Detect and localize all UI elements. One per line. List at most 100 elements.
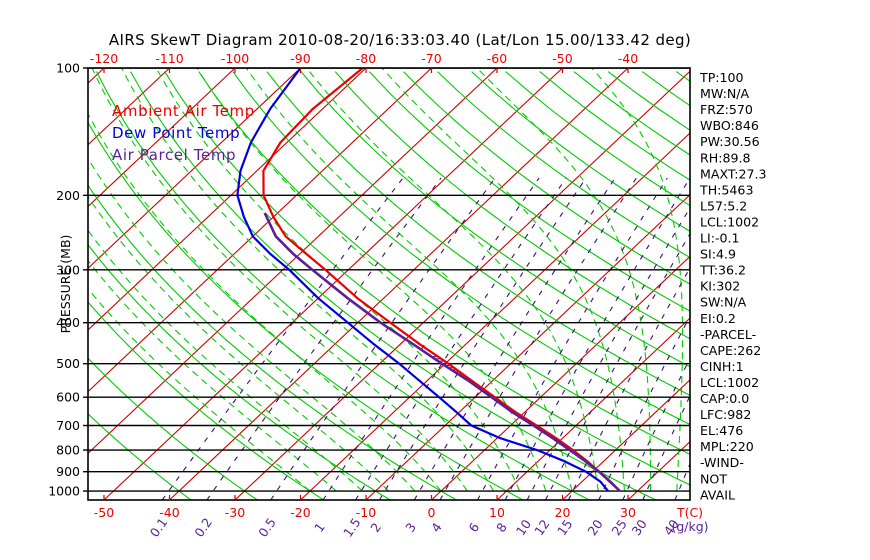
mixing-ratio-line <box>477 177 668 500</box>
dry-adiabat-line <box>368 71 690 312</box>
isotherm-line <box>169 68 629 500</box>
mixing-ratio-line <box>504 177 690 500</box>
mixing-ratio-label: 1 <box>311 520 328 535</box>
top-temp-label: -100 <box>221 51 249 66</box>
parameter-item-19: LCL:1002 <box>700 375 759 390</box>
top-temp-label: -70 <box>421 51 441 66</box>
parameter-item-11: SI:4.9 <box>700 247 736 262</box>
pressure-tick-label: 100 <box>56 61 80 76</box>
parameter-list: TP:100MW:N/AFRZ:570WBO:846PW:30.56RH:89.… <box>699 70 766 502</box>
mixing-ratio-label: 0.2 <box>191 515 215 540</box>
top-temp-label: -110 <box>155 51 183 66</box>
parameter-item-2: FRZ:570 <box>700 102 753 117</box>
isotherm-line <box>234 70 690 500</box>
parameter-item-8: L57:5.2 <box>700 198 747 213</box>
mixing-ratio-line <box>568 266 690 500</box>
curve-ambient-air-temp <box>262 68 621 492</box>
parameter-item-26: AVAIL <box>700 487 735 502</box>
parameter-item-20: CAP:0.0 <box>700 391 749 406</box>
legend-item-1: Dew Point Temp <box>112 124 240 142</box>
bottom-temp-label: 30 <box>620 505 636 520</box>
dry-adiabat-line <box>744 72 870 500</box>
top-temp-label: -120 <box>90 51 118 66</box>
mixing-ratio-label: 0.5 <box>255 515 279 540</box>
moist-adiabat-line <box>155 68 521 492</box>
sounding-curves <box>236 68 621 492</box>
dry-adiabat-line <box>300 71 690 368</box>
mixing-ratio-label: 20 <box>584 517 605 539</box>
top-temp-label: -40 <box>618 51 638 66</box>
dry-adiabat-line <box>88 357 258 500</box>
mixing-ratio-label: 8 <box>493 520 510 535</box>
bottom-temp-label: -10 <box>356 505 376 520</box>
parameter-item-21: LFC:982 <box>700 407 751 422</box>
pressure-tick-label: 500 <box>56 356 80 371</box>
temp-axis-title: T(C) <box>676 505 703 520</box>
mixing-ratio-line <box>622 357 690 500</box>
parameter-item-13: KI:302 <box>700 279 740 294</box>
mixing-ratio-label: 6 <box>465 520 482 535</box>
mixing-ratio-label: 3 <box>402 520 419 535</box>
parameter-item-17: CAPE:262 <box>700 343 761 358</box>
isotherm-line <box>88 68 498 455</box>
dry-adiabat-line <box>266 71 690 396</box>
parameter-item-24: -WIND- <box>700 455 744 470</box>
page-title: AIRS SkewT Diagram 2010-08-20/16:33:03.4… <box>108 31 692 49</box>
pressure-tick-label: 800 <box>56 443 80 458</box>
parameter-item-10: LI:-0.1 <box>700 231 740 246</box>
mixing-ratio-label: 10 <box>513 517 534 539</box>
isotherm-line <box>759 68 870 500</box>
pressure-tick-label: 600 <box>56 390 80 405</box>
y-axis-label: PRESSURE (MB) <box>58 235 73 334</box>
isotherm-line <box>88 68 432 393</box>
legend-item-0: Ambient Air Temp <box>112 102 255 120</box>
dry-adiabat-line <box>164 71 690 486</box>
mixing-ratio-line <box>526 206 690 500</box>
curve-air-parcel-temp <box>263 212 621 492</box>
moist-adiabat-line <box>88 288 311 492</box>
dry-adiabat-line <box>778 72 870 500</box>
moist-adiabat-line <box>476 68 652 491</box>
top-temp-axis: -120 -110 -100 -90 -80 -70 -60 -50 -40 <box>90 51 638 73</box>
pressure-tick-label: 1000 <box>48 484 80 499</box>
moist-adiabat-line <box>88 195 389 492</box>
pressure-tick-label: 700 <box>56 418 80 433</box>
bottom-temp-label: -50 <box>94 505 114 520</box>
parameter-item-25: NOT <box>700 471 727 486</box>
isotherm-line <box>562 379 690 500</box>
mixing-ratio-label: 12 <box>531 517 552 539</box>
bottom-temp-axis: -50 -40 -30 -20 -10 0 10 20 30 T(C) <box>94 495 703 520</box>
dry-adiabat-line <box>88 301 325 500</box>
parameter-item-9: LCL:1002 <box>700 214 759 229</box>
moist-adiabat-line <box>591 68 684 492</box>
dry-adiabat-line <box>88 121 524 500</box>
mixing-ratio-axis-title: (g/kg) <box>671 519 708 534</box>
mixing-ratio-line <box>439 177 637 500</box>
bottom-temp-label: 10 <box>489 505 505 520</box>
parameter-item-23: MPL:220 <box>700 439 754 454</box>
dry-adiabat-line <box>96 71 590 500</box>
pressure-tick-label: 900 <box>56 464 80 479</box>
parameter-item-12: TT:36.2 <box>699 263 746 278</box>
parameter-item-6: MAXT:27.3 <box>700 166 766 181</box>
parameter-item-5: RH:89.8 <box>700 150 751 165</box>
mixing-ratio-line <box>413 177 616 500</box>
dry-adiabat-line <box>334 71 690 340</box>
parameter-item-1: MW:N/A <box>700 86 749 101</box>
dry-adiabat-line <box>403 71 690 285</box>
plot-frame <box>87 67 691 501</box>
pressure-axis: 100 200 300 400 500 600 700 800 900 1000 <box>48 61 88 499</box>
mixing-ratio-label: 2 <box>367 520 384 535</box>
parameter-item-18: CINH:1 <box>700 359 744 374</box>
moist-adiabat-line <box>306 68 599 492</box>
parameter-item-0: TP:100 <box>699 70 744 85</box>
isotherm-line <box>300 132 690 500</box>
moist-adiabat-line <box>196 68 547 492</box>
top-temp-label: -60 <box>487 51 507 66</box>
parameter-item-15: EI:0.2 <box>700 311 736 326</box>
pressure-tick-label: 400 <box>56 315 80 330</box>
bottom-temp-label: -20 <box>290 505 310 520</box>
